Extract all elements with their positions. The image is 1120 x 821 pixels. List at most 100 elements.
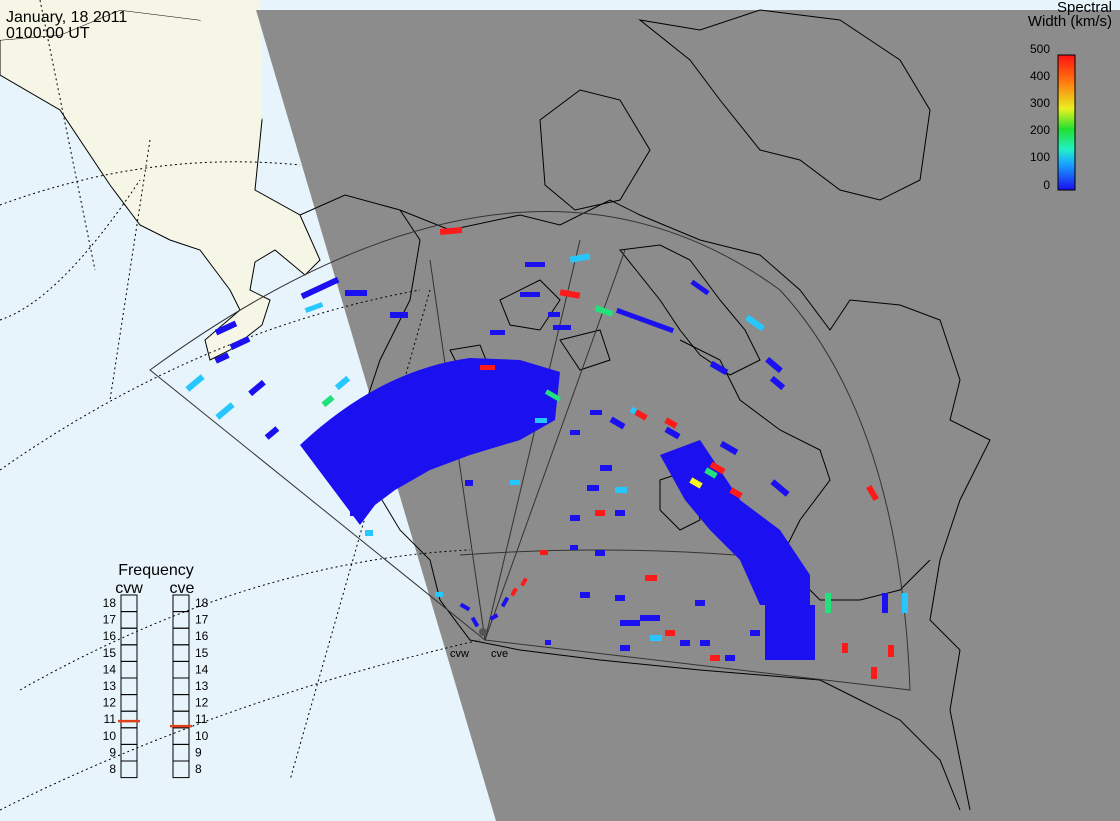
frequency-ladder: 18 17 16 15 14 13 12 11 10 9 8 — [103, 594, 140, 779]
scatter-cell — [535, 418, 547, 423]
colorbar-title-line2: Width (km/s) — [1027, 13, 1112, 30]
scatter-cell — [489, 613, 499, 621]
scatter-cell — [620, 620, 640, 626]
scatter-cell — [470, 616, 480, 628]
scatter-cell — [459, 602, 471, 612]
scatter-cell — [520, 577, 528, 587]
frequency-tick-label: 11 — [195, 712, 208, 726]
scatter-cell — [590, 410, 602, 415]
scatter-cell — [570, 515, 580, 521]
spectral-width-colorbar — [1057, 54, 1076, 191]
frequency-ladders: 18 17 16 15 14 13 12 11 10 9 8 18 17 16 15 14 13 12 11 10 9 8 — [103, 594, 209, 779]
radar-site-marker — [479, 628, 487, 636]
colorbar-tick: 300 — [1030, 96, 1050, 110]
scatter-cell — [634, 409, 648, 421]
scatter-cell — [214, 320, 238, 336]
frequency-tick-label: 10 — [103, 729, 117, 743]
date-label: January, 18 2011 — [6, 9, 128, 26]
scatter-cell — [540, 550, 548, 555]
scatter-cell — [650, 635, 662, 641]
scatter-cell — [435, 592, 443, 597]
frequency-tick-label: 18 — [103, 596, 117, 610]
scatter-cell — [345, 290, 367, 296]
scatter-cell — [587, 485, 599, 491]
scatter-cell — [544, 389, 562, 402]
frequency-tick-label: 9 — [109, 745, 116, 759]
scatter-cell — [710, 655, 720, 661]
scatter-cell — [882, 593, 888, 613]
frequency-tick-label: 16 — [103, 629, 117, 643]
scatter-cell — [569, 253, 591, 263]
frequency-tick-label: 11 — [104, 712, 117, 726]
scatter-cell — [866, 485, 879, 501]
colorbar-tick: 400 — [1030, 69, 1050, 83]
colorbar-tick: 500 — [1030, 42, 1050, 56]
scatter-cell — [888, 645, 894, 657]
frequency-tick-label: 16 — [195, 629, 209, 643]
scatter-cell — [300, 276, 340, 300]
time-label: 0100:00 UT — [6, 25, 90, 42]
scatter-cell — [559, 289, 581, 299]
scatter-cell — [902, 593, 908, 613]
frequency-label-cve: cve — [170, 580, 195, 597]
scatter-cell — [595, 550, 605, 556]
scatter-cell — [594, 305, 614, 317]
frequency-tick-label: 9 — [195, 745, 202, 759]
scatter-cell — [520, 292, 540, 297]
colorbar-tick: 200 — [1030, 123, 1050, 137]
frequency-tick-label: 12 — [103, 696, 117, 710]
scatter-cell — [500, 596, 510, 608]
scatter-cell — [365, 530, 373, 536]
scatter-cell — [640, 615, 660, 621]
colorbar-tick-labels: 500 400 300 200 100 0 — [1030, 42, 1050, 192]
scatter-cell — [620, 645, 630, 651]
scatter-cell — [665, 630, 675, 636]
scatter-cell — [609, 416, 626, 430]
scatter-cell — [729, 487, 743, 499]
scatter-cell — [510, 480, 520, 485]
scatter-cell — [548, 312, 560, 317]
scatter-cell — [490, 330, 505, 335]
scatter-cell — [595, 510, 605, 516]
scatter-cell — [545, 640, 551, 645]
scatter-cell — [704, 467, 718, 479]
scatter-cell — [214, 352, 230, 364]
frequency-title: Frequency — [118, 562, 194, 579]
radar-label-cve: cve — [491, 648, 508, 660]
scatter-cell — [350, 510, 362, 516]
scatter-cell — [185, 374, 205, 392]
frequency-tick-label: 13 — [103, 679, 117, 693]
scatter-cell — [570, 545, 578, 550]
scatter-echo-region — [765, 605, 815, 660]
frequency-tick-label: 14 — [195, 662, 209, 676]
scatter-cell — [645, 575, 657, 581]
scatter-cell — [664, 417, 678, 429]
frequency-tick-label: 18 — [195, 596, 209, 610]
scatter-cell — [215, 402, 235, 420]
scatter-cell — [745, 314, 765, 332]
scatter-cell — [690, 279, 710, 296]
scatter-cell — [725, 655, 735, 661]
colorbar-tick: 100 — [1030, 150, 1050, 164]
radar-label-cvw: cvw — [450, 648, 469, 660]
scatter-cell — [553, 325, 571, 330]
scatter-cell — [510, 587, 518, 597]
frequency-tick-label: 14 — [103, 662, 117, 676]
scatter-cell — [615, 487, 627, 493]
scatter-cell — [304, 302, 324, 313]
scatter-cell — [580, 592, 590, 598]
scatter-cell — [709, 461, 726, 475]
scatter-cell — [390, 312, 408, 318]
scatter-cell — [695, 600, 705, 606]
coastlines — [299, 9, 991, 811]
scatter-cell — [769, 375, 786, 391]
scatter-cell — [264, 426, 280, 440]
scatter-cell — [615, 510, 625, 516]
frequency-cell — [172, 760, 190, 779]
scatter-cell — [770, 479, 790, 497]
frequency-tick-label: 10 — [195, 729, 209, 743]
frequency-tick-label: 15 — [103, 646, 117, 660]
frequency-tick-label: 8 — [195, 762, 202, 776]
colorbar-tick: 0 — [1043, 178, 1050, 192]
